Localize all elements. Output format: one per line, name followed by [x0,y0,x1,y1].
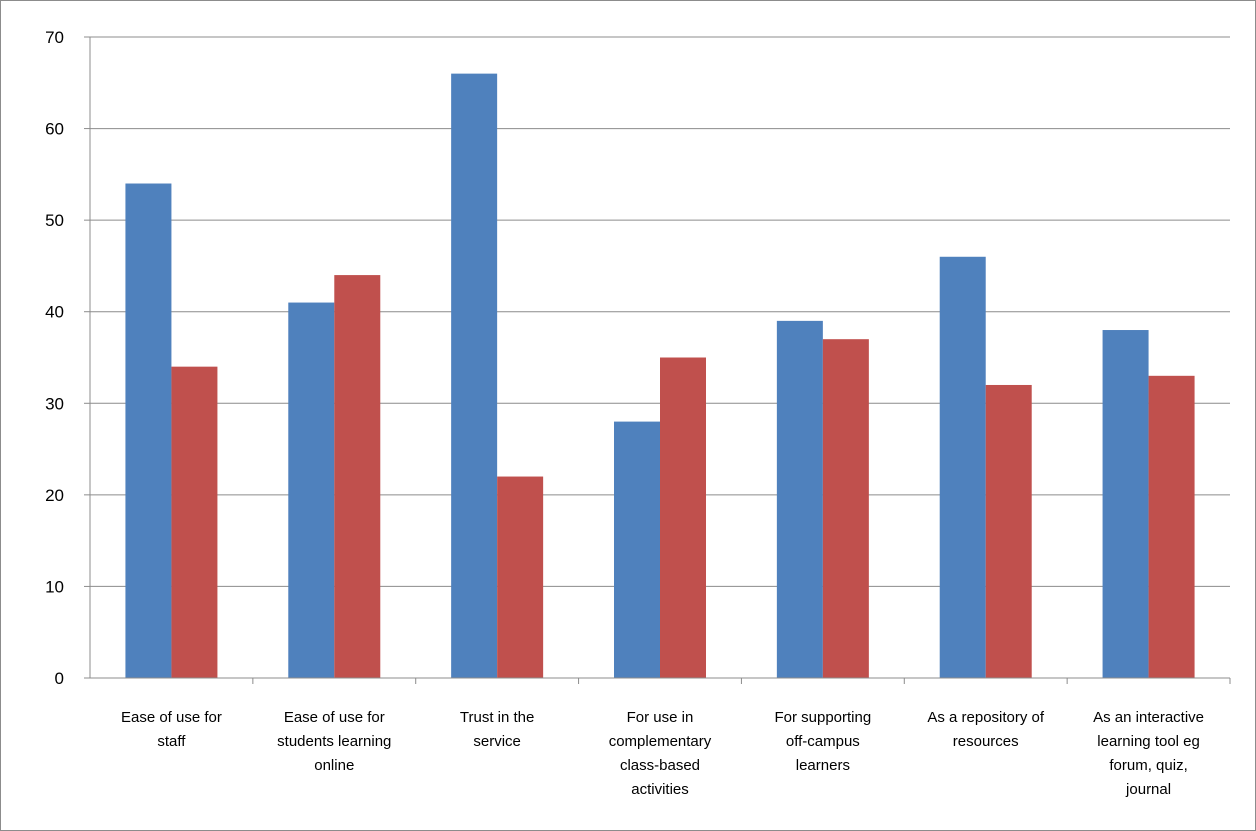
y-tick-label: 0 [55,669,64,688]
bar-series1-2 [288,302,335,678]
y-tick-label: 70 [45,28,64,47]
bar-series2-4 [660,357,706,678]
category-label: class-based [620,757,700,774]
bar-series1-5 [776,320,823,678]
category-label: off-campus [786,733,860,750]
bar-series2-5 [822,339,869,678]
category-label: service [473,733,521,750]
bar-series1-3 [451,73,498,679]
category-label: learners [796,757,850,774]
category-labels: Ease of use for staff Ease of use for stude… [121,709,1204,798]
y-tick-labels: 0 10 20 30 40 50 60 70 [45,28,64,688]
y-tick-label: 40 [45,303,64,322]
category-label: For supporting [774,709,871,726]
bar-series2-1 [171,366,218,678]
y-tick-label: 10 [45,577,64,596]
category-label: As an interactive [1093,709,1204,726]
category-label: activities [631,781,689,798]
bar-series2-6 [985,384,1032,678]
bar-series1-7 [1102,330,1149,678]
bar-series1-6 [939,256,986,678]
category-label: forum, quiz, [1109,757,1187,774]
category-label: Ease of use for [284,709,385,726]
category-label: Ease of use for [121,709,222,726]
y-tick-label: 60 [45,120,64,139]
axes [84,36,1231,684]
bar-series2-7 [1148,375,1195,678]
bars [125,73,1195,679]
y-tick-label: 20 [45,486,64,505]
bar-series2-2 [334,275,381,678]
category-label: students learning [277,733,391,750]
bar-series1-1 [125,183,172,678]
category-label: online [314,757,354,774]
bar-series1-4 [614,421,660,678]
category-label: learning tool eg [1097,733,1200,750]
y-tick-label: 30 [45,394,64,413]
category-label: journal [1125,781,1171,798]
category-label: resources [953,733,1019,750]
bar-series2-3 [497,476,544,678]
category-label: Trust in the [460,709,534,726]
category-label: As a repository of [927,709,1045,726]
category-label: complementary [609,733,712,750]
category-label: staff [157,733,186,750]
y-tick-label: 50 [45,211,64,230]
category-label: For use in [627,709,694,726]
